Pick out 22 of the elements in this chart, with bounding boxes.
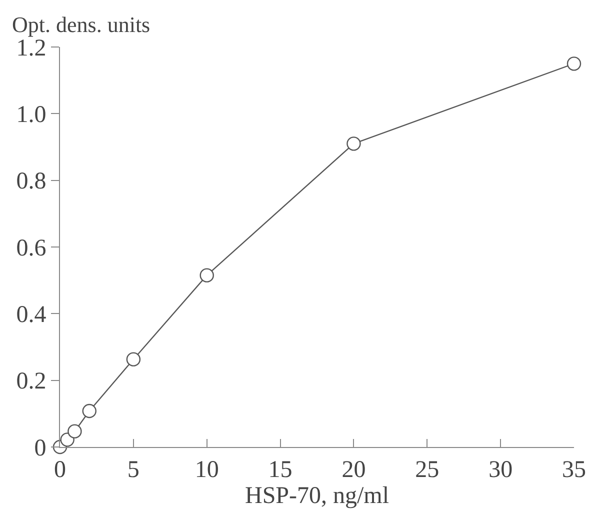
y-tick-label: 0 xyxy=(34,435,46,462)
x-tick-label: 30 xyxy=(488,456,513,483)
point xyxy=(200,268,214,282)
x-tick-label: 10 xyxy=(194,456,219,483)
point xyxy=(566,56,582,71)
y-tick-label: 1.0 xyxy=(16,102,46,128)
x-axis-title: HSP-70, ng/ml xyxy=(244,482,390,509)
y-tick-label: 0.8 xyxy=(16,168,46,195)
y-axis-title: Opt. dens. units xyxy=(12,12,150,37)
x-tick-label: 5 xyxy=(127,456,140,483)
x-tick-label: 0 xyxy=(54,456,66,483)
point xyxy=(126,352,141,366)
x-tick-label: 25 xyxy=(415,456,440,483)
point xyxy=(68,424,82,438)
y-tick-label: 0.4 xyxy=(16,302,46,328)
x-tick-label: 15 xyxy=(268,456,292,483)
y-tick-label: 0.6 xyxy=(16,235,46,262)
y-tick-label: 0.2 xyxy=(16,368,46,395)
point xyxy=(82,404,96,418)
x-tick-label: 20 xyxy=(342,456,366,483)
point xyxy=(346,136,361,151)
x-tick-label: 35 xyxy=(562,456,586,483)
